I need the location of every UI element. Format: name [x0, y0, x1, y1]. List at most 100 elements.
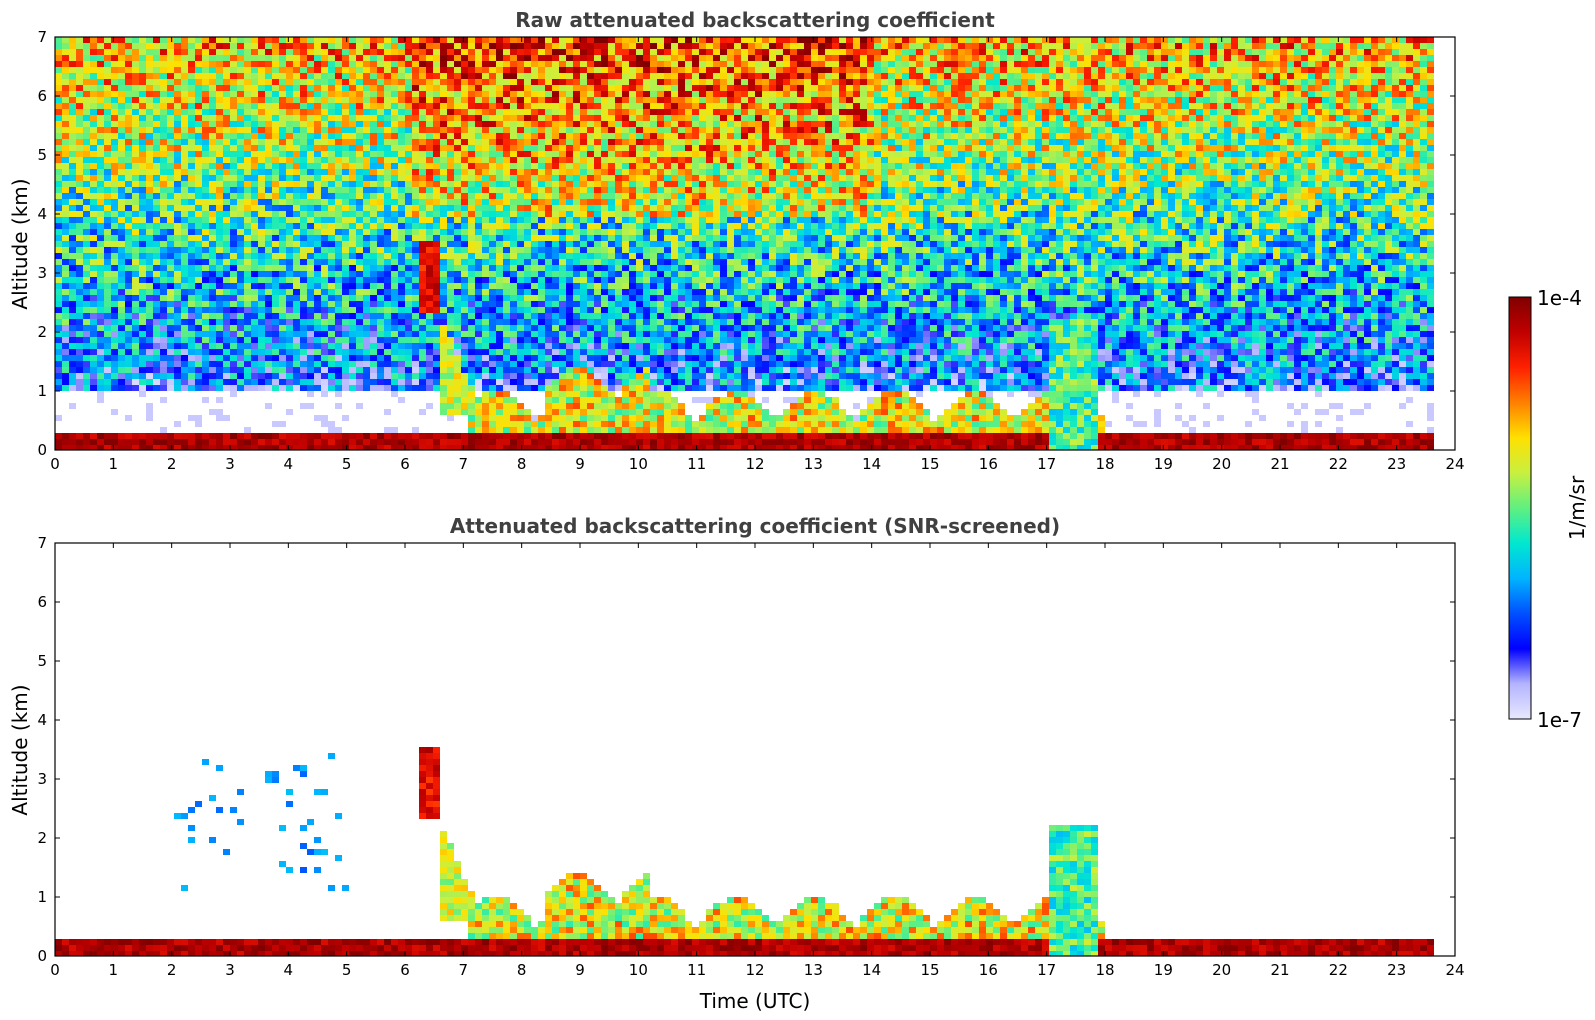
heatmap-cell — [209, 97, 216, 103]
heatmap-cell — [594, 103, 601, 109]
heatmap-cell — [293, 325, 300, 331]
heatmap-cell — [132, 115, 139, 121]
heatmap-cell — [97, 199, 104, 205]
heatmap-cell — [300, 319, 307, 325]
heatmap-cell — [370, 139, 377, 145]
heatmap-cell — [496, 169, 503, 175]
heatmap-cell — [230, 139, 237, 145]
heatmap-cell — [482, 265, 489, 271]
heatmap-cell — [244, 271, 251, 277]
heatmap-cell — [146, 73, 153, 79]
heatmap-cell — [461, 331, 468, 337]
heatmap-cell — [461, 373, 468, 379]
heatmap-cell — [216, 121, 223, 127]
heatmap-cell — [230, 121, 237, 127]
heatmap-cell — [223, 73, 230, 79]
heatmap-cell — [237, 61, 244, 67]
heatmap-cell — [160, 103, 167, 109]
heatmap-cell — [468, 205, 475, 211]
heatmap-cell — [580, 61, 587, 67]
heatmap-cell — [293, 91, 300, 97]
heatmap-cell — [265, 217, 272, 223]
heatmap-cell — [433, 115, 440, 121]
heatmap-cell — [209, 259, 216, 265]
heatmap-cell — [118, 181, 125, 187]
heatmap-cell — [153, 97, 160, 103]
heatmap-cell — [363, 97, 370, 103]
heatmap-cell — [62, 283, 69, 289]
heatmap-cell — [503, 109, 510, 115]
heatmap-cell — [447, 361, 454, 367]
heatmap-cell — [55, 313, 62, 319]
heatmap-cell — [216, 139, 223, 145]
heatmap-cell — [489, 73, 496, 79]
heatmap-cell — [111, 115, 118, 121]
heatmap-cell — [419, 241, 426, 247]
heatmap-cell — [132, 61, 139, 67]
heatmap-cell — [384, 151, 391, 157]
heatmap-cell — [594, 49, 601, 55]
heatmap-cell — [97, 325, 104, 331]
heatmap-cell — [503, 157, 510, 163]
heatmap-cell — [223, 271, 230, 277]
heatmap-cell — [209, 439, 216, 445]
heatmap-cell — [216, 331, 223, 337]
heatmap-cell — [307, 283, 314, 289]
heatmap-cell — [216, 343, 223, 349]
heatmap-cell — [356, 223, 363, 229]
heatmap-cell — [118, 217, 125, 223]
heatmap-cell — [419, 289, 426, 295]
heatmap-cell — [573, 253, 580, 259]
heatmap-cell — [538, 199, 545, 205]
heatmap-cell — [538, 73, 545, 79]
heatmap-cell — [419, 187, 426, 193]
heatmap-cell — [482, 169, 489, 175]
heatmap-cell — [566, 301, 573, 307]
heatmap-cell — [307, 79, 314, 85]
heatmap-cell — [594, 235, 601, 241]
heatmap-cell — [349, 445, 356, 450]
heatmap-cell — [363, 241, 370, 247]
heatmap-cell — [279, 349, 286, 355]
heatmap-cell — [223, 331, 230, 337]
heatmap-cell — [55, 193, 62, 199]
heatmap-cell — [552, 175, 559, 181]
heatmap-cell — [573, 205, 580, 211]
heatmap-cell — [286, 349, 293, 355]
heatmap-cell — [146, 211, 153, 217]
heatmap-cell — [293, 67, 300, 73]
heatmap-cell — [447, 67, 454, 73]
heatmap-cell — [146, 229, 153, 235]
heatmap-cell — [370, 43, 377, 49]
heatmap-cell — [573, 37, 580, 43]
heatmap-cell — [132, 193, 139, 199]
heatmap-cell — [328, 103, 335, 109]
heatmap-cell — [545, 385, 552, 391]
heatmap-cell — [251, 187, 258, 193]
heatmap-cell — [237, 349, 244, 355]
heatmap-cell — [181, 313, 188, 319]
heatmap-cell — [398, 379, 405, 385]
heatmap-cell — [398, 337, 405, 343]
heatmap-cell — [510, 307, 517, 313]
heatmap-cell — [454, 145, 461, 151]
heatmap-cell — [230, 49, 237, 55]
heatmap-cell — [524, 445, 531, 450]
heatmap-cell — [69, 277, 76, 283]
heatmap-cell — [510, 127, 517, 133]
heatmap-cell — [433, 193, 440, 199]
heatmap-cell — [447, 403, 454, 409]
heatmap-cell — [545, 139, 552, 145]
heatmap-cell — [293, 319, 300, 325]
heatmap-cell — [482, 307, 489, 313]
heatmap-cell — [314, 55, 321, 61]
heatmap-cell — [160, 337, 167, 343]
heatmap-cell — [146, 355, 153, 361]
heatmap-cell — [461, 349, 468, 355]
heatmap-cell — [286, 289, 293, 295]
heatmap-cell — [300, 79, 307, 85]
heatmap-cell — [265, 73, 272, 79]
heatmap-cell — [552, 37, 559, 43]
heatmap-cell — [160, 355, 167, 361]
heatmap-cell — [195, 145, 202, 151]
